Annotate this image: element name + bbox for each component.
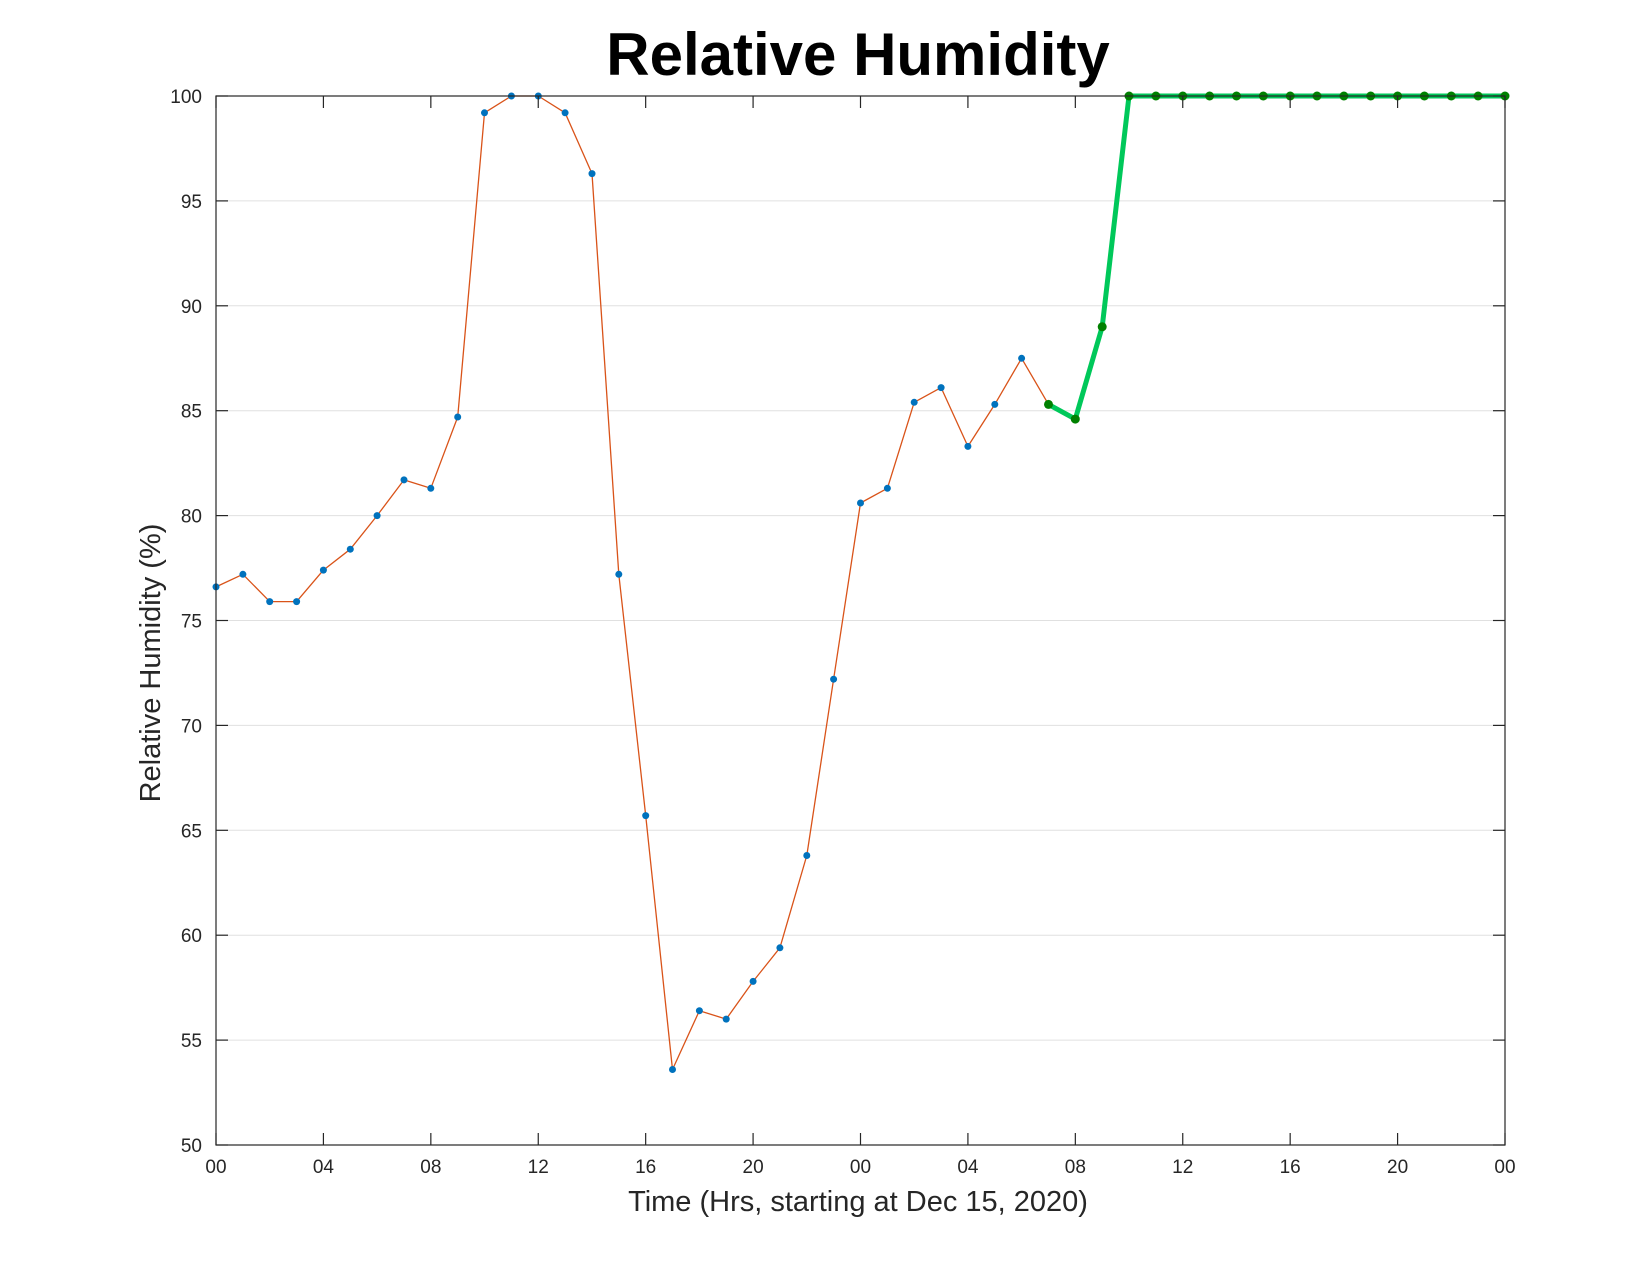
y-tick-label: 70 bbox=[181, 716, 202, 737]
observed-point bbox=[669, 1066, 676, 1073]
x-tick-label: 00 bbox=[850, 1157, 871, 1178]
y-tick-label: 95 bbox=[181, 192, 202, 213]
observed-point bbox=[373, 512, 381, 520]
y-tick-label: 100 bbox=[170, 87, 202, 108]
x-tick-label: 16 bbox=[1280, 1157, 1301, 1178]
observed-point bbox=[293, 598, 301, 606]
observed-point bbox=[776, 944, 784, 952]
x-tick-label: 12 bbox=[1172, 1157, 1193, 1178]
x-tick-label: 00 bbox=[205, 1157, 226, 1178]
observed-point bbox=[454, 413, 462, 421]
x-tick-label: 08 bbox=[1065, 1157, 1086, 1178]
observed-point bbox=[991, 400, 999, 408]
observed-point bbox=[722, 1015, 730, 1023]
observed-point bbox=[1018, 354, 1026, 362]
ticks: 50 55 60 65 70 75 80 85 90 95 100 00 04 08 12 16 20 00 04 0… bbox=[170, 87, 1515, 1178]
observed-point bbox=[481, 109, 488, 117]
x-tick-label: 20 bbox=[743, 1157, 764, 1178]
forecast-point bbox=[1097, 322, 1107, 332]
observed-point bbox=[749, 977, 757, 985]
y-tick-label: 60 bbox=[181, 926, 202, 947]
y-tick-label: 65 bbox=[181, 821, 202, 842]
y-tick-label: 80 bbox=[181, 507, 202, 528]
observed-line bbox=[215, 95, 1050, 1071]
y-tick-label: 90 bbox=[181, 297, 202, 318]
forecast-point bbox=[1070, 414, 1080, 424]
observed-point bbox=[615, 570, 623, 578]
x-tick-label: 16 bbox=[635, 1157, 656, 1178]
observed-point bbox=[803, 852, 811, 859]
observed-point bbox=[588, 170, 596, 178]
x-tick-label: 20 bbox=[1387, 1157, 1408, 1178]
chart-title: Relative Humidity bbox=[606, 21, 1110, 88]
observed-point bbox=[561, 109, 569, 117]
y-tick-label: 50 bbox=[181, 1136, 202, 1157]
observed-point bbox=[695, 1007, 703, 1015]
x-tick-label: 00 bbox=[1494, 1157, 1515, 1178]
x-tick-label: 04 bbox=[313, 1157, 335, 1178]
observed-point bbox=[346, 545, 354, 553]
y-tick-label: 55 bbox=[181, 1031, 202, 1052]
observed-point bbox=[830, 675, 838, 683]
observed-point bbox=[857, 499, 864, 507]
y-tick-label: 75 bbox=[181, 612, 202, 633]
observed-point bbox=[239, 570, 247, 578]
observed-point bbox=[427, 484, 435, 492]
observed-point bbox=[400, 476, 408, 484]
observed-point bbox=[642, 812, 650, 820]
forecast-point bbox=[1044, 399, 1053, 409]
x-tick-label: 08 bbox=[420, 1157, 441, 1178]
x-tick-label: 12 bbox=[528, 1157, 549, 1178]
observed-point bbox=[883, 484, 891, 492]
observed-point bbox=[964, 442, 972, 450]
x-axis-label: Time (Hrs, starting at Dec 15, 2020) bbox=[628, 1186, 1088, 1218]
grid bbox=[216, 200, 1505, 1041]
y-tick-label: 85 bbox=[181, 402, 202, 423]
observed-point bbox=[937, 384, 945, 392]
observed-point bbox=[319, 566, 327, 574]
x-tick-label: 04 bbox=[957, 1157, 979, 1178]
observed-point bbox=[266, 598, 274, 606]
y-axis-label: Relative Humidity (%) bbox=[135, 524, 167, 803]
observed-point bbox=[910, 398, 918, 406]
